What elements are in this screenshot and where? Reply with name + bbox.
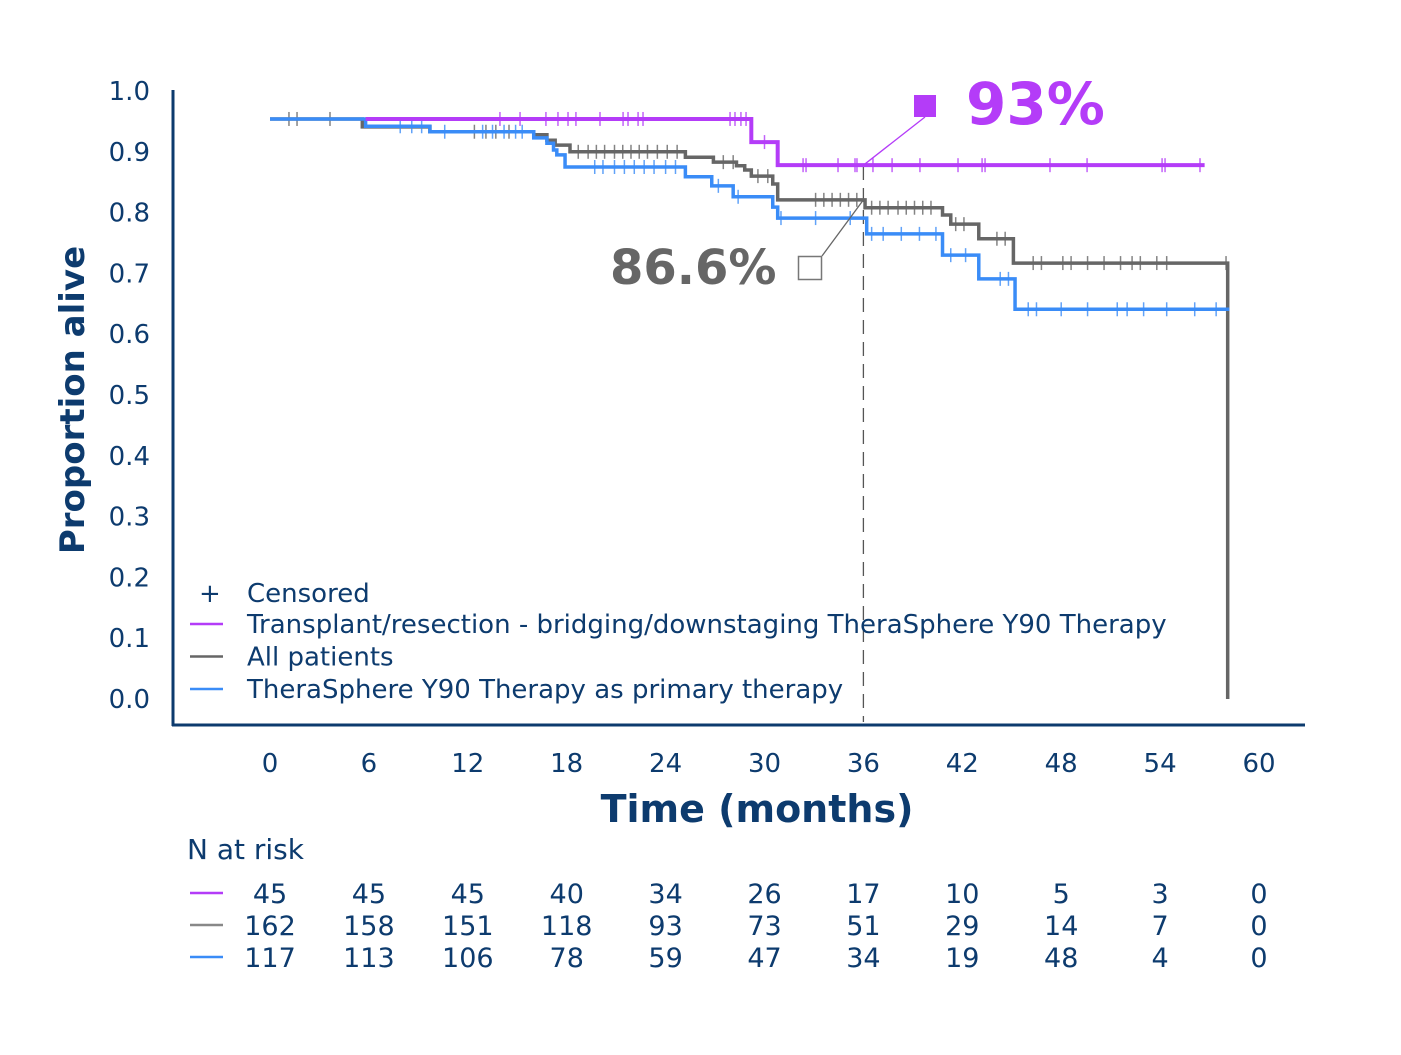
y-tick-label: 0.4 bbox=[109, 442, 150, 472]
risk-count: 34 bbox=[648, 879, 682, 910]
annotation-93-percent: 93% bbox=[966, 70, 1105, 138]
y-tick-label: 0.2 bbox=[109, 563, 150, 593]
risk-count: 10 bbox=[945, 879, 979, 910]
y-tick-label: 0.0 bbox=[109, 685, 150, 715]
risk-count: 151 bbox=[442, 911, 494, 942]
risk-count: 0 bbox=[1250, 943, 1267, 974]
risk-count: 7 bbox=[1152, 911, 1169, 942]
risk-count: 40 bbox=[550, 879, 584, 910]
legend-label: All patients bbox=[247, 643, 394, 673]
risk-count: 45 bbox=[352, 879, 386, 910]
x-tick-label: 48 bbox=[1045, 749, 1078, 779]
series-0 bbox=[365, 111, 1205, 173]
y-tick-label: 0.6 bbox=[109, 320, 150, 350]
x-tick-label: 18 bbox=[550, 749, 583, 779]
risk-count: 3 bbox=[1152, 879, 1169, 910]
risk-count: 51 bbox=[846, 911, 880, 942]
risk-count: 47 bbox=[747, 943, 781, 974]
risk-count: 19 bbox=[945, 943, 979, 974]
open-square-marker bbox=[797, 255, 823, 281]
risk-count: 113 bbox=[343, 943, 395, 974]
x-tick-label: 6 bbox=[361, 749, 378, 779]
axes: 0.0 0.1 0.2 0.3 0.4 0.5 0.6 0.7 0.8 0.9 1.0 0 6 12 18 2… bbox=[109, 77, 1305, 779]
x-tick-label: 36 bbox=[847, 749, 880, 779]
risk-count: 4 bbox=[1152, 943, 1169, 974]
annotation-leader-86 bbox=[821, 199, 864, 257]
risk-count: 158 bbox=[343, 911, 395, 942]
survival-curves bbox=[270, 111, 1230, 699]
risk-count: 0 bbox=[1250, 879, 1267, 910]
y-tick-label: 0.8 bbox=[109, 199, 150, 229]
legend-censored-symbol: + bbox=[199, 579, 221, 609]
risk-count: 17 bbox=[846, 879, 880, 910]
legend-censored-label: Censored bbox=[247, 579, 370, 609]
y-tick-label: 0.3 bbox=[109, 503, 150, 533]
risk-count: 5 bbox=[1053, 879, 1070, 910]
risk-table-title: N at risk bbox=[187, 833, 305, 866]
risk-count: 29 bbox=[945, 911, 979, 942]
risk-count: 14 bbox=[1044, 911, 1078, 942]
annotation-86-percent: 86.6% bbox=[610, 240, 777, 296]
risk-count: 45 bbox=[253, 879, 287, 910]
survival-curve-line bbox=[270, 117, 1230, 699]
survival-curve-line bbox=[270, 117, 1230, 312]
risk-count: 0 bbox=[1250, 911, 1267, 942]
y-axis-title: Proportion alive bbox=[53, 246, 93, 554]
x-tick-label: 24 bbox=[649, 749, 682, 779]
annotation-leader-93 bbox=[862, 116, 926, 166]
risk-count: 117 bbox=[244, 943, 296, 974]
risk-count: 48 bbox=[1044, 943, 1078, 974]
risk-count: 78 bbox=[550, 943, 584, 974]
risk-count: 59 bbox=[648, 943, 682, 974]
risk-count: 26 bbox=[747, 879, 781, 910]
risk-count: 162 bbox=[244, 911, 296, 942]
series-1 bbox=[270, 111, 1230, 699]
y-tick-label: 0.5 bbox=[109, 381, 150, 411]
y-tick-label: 0.1 bbox=[109, 624, 150, 654]
risk-count: 73 bbox=[747, 911, 781, 942]
x-tick-label: 0 bbox=[262, 749, 279, 779]
x-axis-title: Time (months) bbox=[601, 787, 914, 831]
risk-count: 45 bbox=[451, 879, 485, 910]
y-tick-label: 0.7 bbox=[109, 259, 150, 289]
legend: Transplant/resection - bridging/downstag… bbox=[190, 610, 1167, 705]
legend-label: Transplant/resection - bridging/downstag… bbox=[246, 610, 1167, 640]
risk-count: 93 bbox=[648, 911, 682, 942]
x-tick-label: 42 bbox=[946, 749, 979, 779]
x-tick-label: 12 bbox=[451, 749, 484, 779]
y-tick-label: 1.0 bbox=[109, 77, 150, 107]
annotations: 93% 86.6% bbox=[610, 70, 1105, 296]
risk-count: 118 bbox=[541, 911, 593, 942]
series-2 bbox=[270, 117, 1230, 317]
risk-count: 34 bbox=[846, 943, 880, 974]
y-tick-label: 0.9 bbox=[109, 138, 150, 168]
filled-square-marker bbox=[914, 95, 936, 117]
x-tick-label: 54 bbox=[1144, 749, 1177, 779]
risk-count: 106 bbox=[442, 943, 494, 974]
x-tick-label: 60 bbox=[1242, 749, 1275, 779]
legend-label: TheraSphere Y90 Therapy as primary thera… bbox=[246, 675, 843, 705]
x-tick-label: 30 bbox=[748, 749, 781, 779]
